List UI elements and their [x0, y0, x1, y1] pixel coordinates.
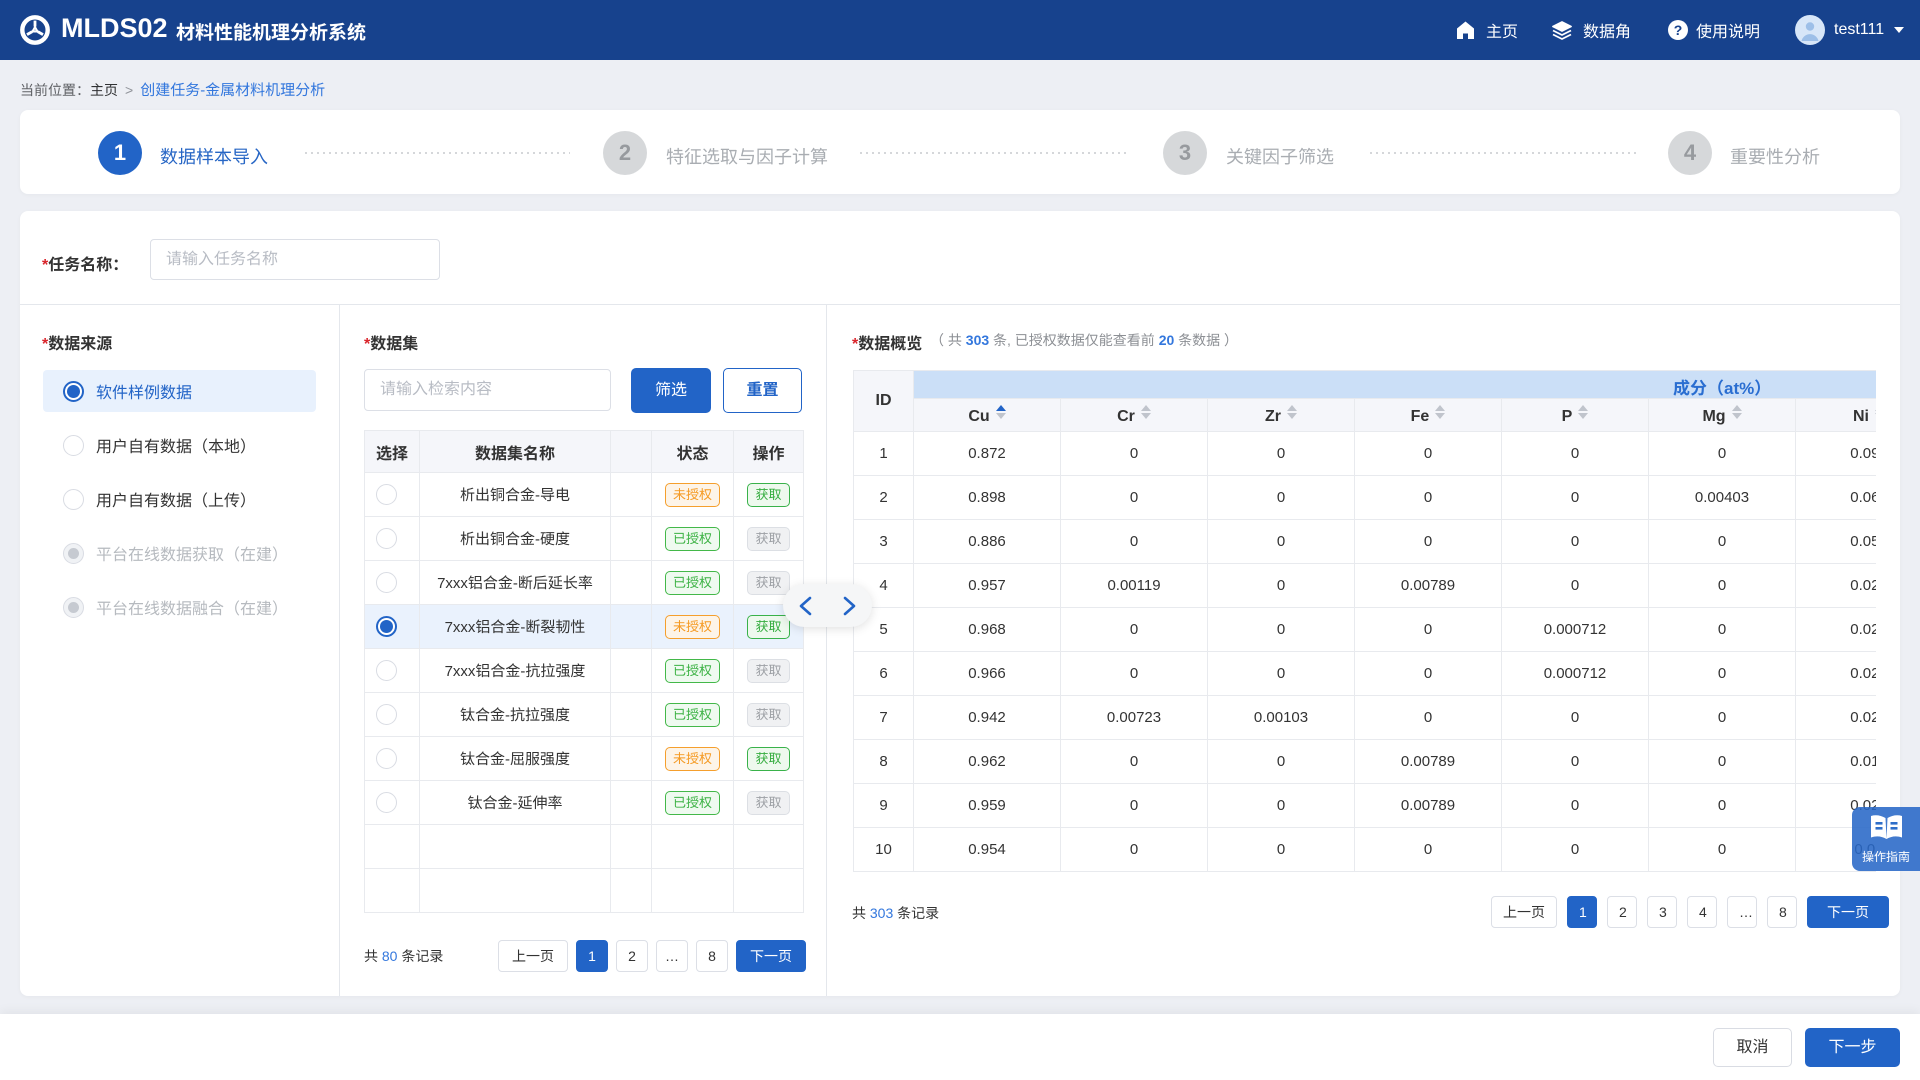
- svg-text:?: ?: [1674, 22, 1683, 38]
